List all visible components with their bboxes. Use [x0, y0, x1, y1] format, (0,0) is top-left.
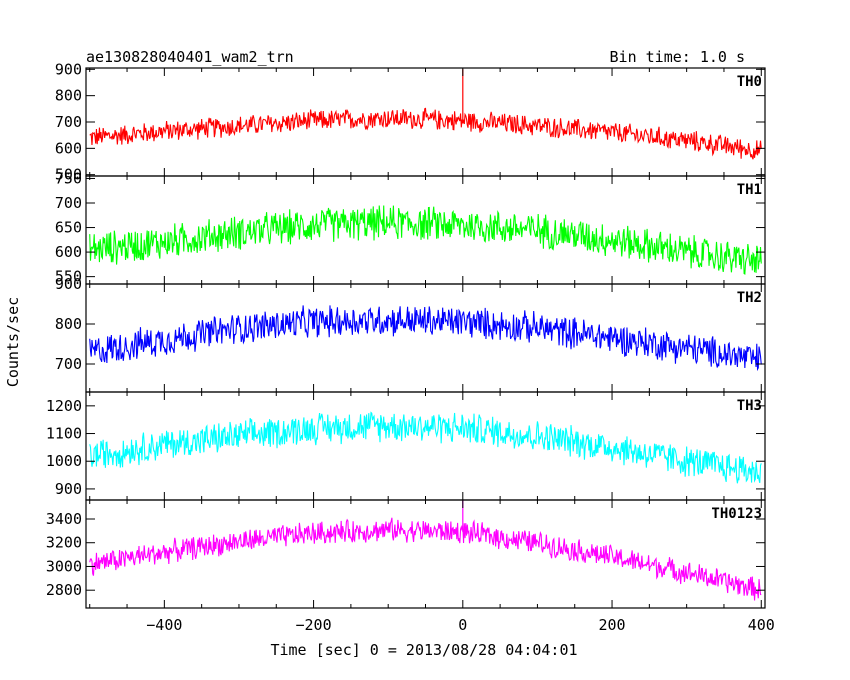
y-tick-label-th0: 500 — [55, 166, 82, 184]
y-tick-label-th1: 550 — [55, 268, 82, 286]
y-tick-label-th0123: 2800 — [46, 581, 82, 599]
series-line-th1 — [89, 205, 762, 275]
y-tick-label-th0123: 3200 — [46, 534, 82, 552]
x-axis-label: Time [sec] 0 = 2013/08/28 04:04:01 — [270, 641, 577, 659]
y-tick-label-th1: 750 — [55, 169, 82, 187]
series-line-th3 — [89, 411, 762, 484]
y-tick-label-th3: 1100 — [46, 425, 82, 443]
panel-label-th2: TH2 — [737, 290, 762, 306]
y-axis-label: Counts/sec — [4, 297, 22, 387]
x-tick-label: 400 — [748, 616, 775, 634]
series-line-th0 — [89, 107, 762, 160]
y-tick-label-th3: 900 — [55, 480, 82, 498]
y-tick-label-th0: 900 — [55, 60, 82, 78]
panel-label-th1: TH1 — [737, 182, 762, 198]
series-line-th2 — [89, 305, 762, 372]
y-tick-label-th1: 650 — [55, 219, 82, 237]
x-tick-label: 200 — [598, 616, 625, 634]
x-tick-label: 0 — [458, 616, 467, 634]
chart-title: ae130828040401_wam2_trn — [86, 48, 294, 66]
y-tick-label-th1: 700 — [55, 194, 82, 212]
y-tick-label-th3: 1000 — [46, 452, 82, 470]
y-tick-label-th2: 700 — [55, 355, 82, 373]
y-tick-label-th2: 900 — [55, 275, 82, 293]
panel-label-th0: TH0 — [737, 74, 762, 90]
bin-time-label: Bin time: 1.0 s — [610, 48, 745, 66]
y-tick-label-th0: 800 — [55, 87, 82, 105]
series-line-th0123 — [89, 517, 762, 601]
y-tick-label-th0123: 3000 — [46, 557, 82, 575]
y-tick-label-th0: 700 — [55, 113, 82, 131]
panel-frame-th1 — [85, 175, 766, 285]
panel-label-th3: TH3 — [737, 398, 762, 414]
panel-frame-th0 — [85, 67, 766, 177]
y-tick-label-th0: 600 — [55, 139, 82, 157]
x-tick-label: −200 — [296, 616, 332, 634]
y-tick-label-th3: 1200 — [46, 397, 82, 415]
panel-label-th0123: TH0123 — [711, 506, 762, 522]
x-tick-label: −400 — [146, 616, 182, 634]
y-tick-label-th1: 600 — [55, 243, 82, 261]
y-tick-label-th2: 800 — [55, 315, 82, 333]
y-tick-label-th0123: 3400 — [46, 510, 82, 528]
panels-group: 500 600 700 800 900 TH0 550 600 650 700 750 TH1 700 8… — [46, 60, 775, 634]
